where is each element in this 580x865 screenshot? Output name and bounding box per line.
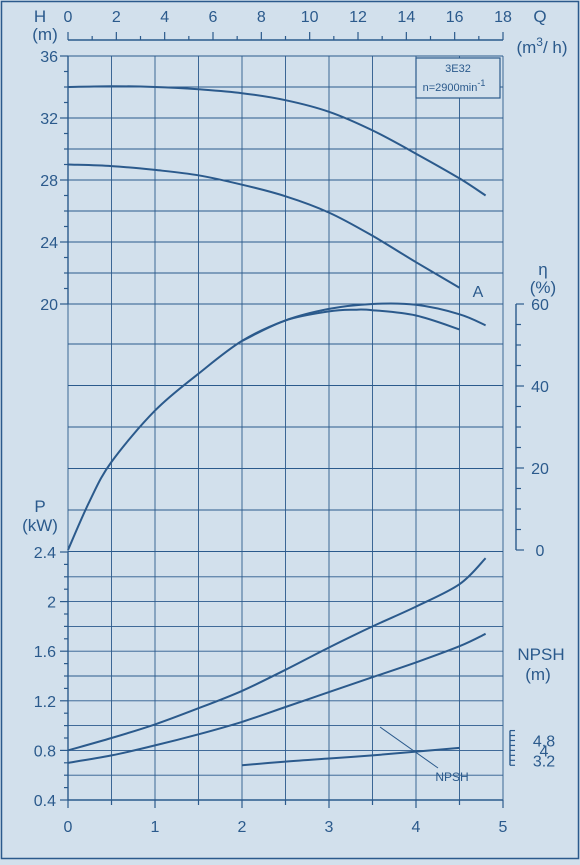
flow-axis-label: Q bbox=[533, 7, 546, 26]
npsh-leader-line bbox=[379, 726, 439, 769]
speed-label: n=2900min-1 bbox=[423, 78, 486, 94]
power-tick-label: 2 bbox=[47, 595, 56, 612]
series-head-max-curve bbox=[67, 85, 487, 197]
grid bbox=[67, 55, 504, 801]
npsh-axis-unit: (m) bbox=[525, 665, 550, 684]
flow-axis-unit: (m3/ h) bbox=[516, 35, 567, 57]
flow-tick-label: 14 bbox=[397, 9, 415, 26]
efficiency-tick-label: 40 bbox=[531, 379, 549, 396]
head-axis-unit: (m) bbox=[32, 25, 57, 44]
series-efficiency-A-curve bbox=[241, 308, 460, 342]
flow-tick-label: 18 bbox=[494, 9, 512, 26]
power-axis-unit: (kW) bbox=[22, 516, 58, 535]
bottom-tick-label: 4 bbox=[412, 819, 421, 836]
flow-tick-label: 4 bbox=[160, 9, 169, 26]
series-head-A-curve bbox=[67, 163, 461, 289]
npsh-tick-label: 3.2 bbox=[533, 753, 555, 770]
efficiency-tick-label: 20 bbox=[531, 461, 549, 478]
series-power-A-curve bbox=[67, 632, 487, 764]
head-tick-label: 20 bbox=[40, 297, 58, 314]
flow-tick-label: 8 bbox=[257, 9, 266, 26]
bottom-tick-label: 1 bbox=[151, 819, 160, 836]
bottom-tick-label: 0 bbox=[64, 819, 73, 836]
head-tick-label: 24 bbox=[40, 235, 58, 252]
flow-tick-label: 12 bbox=[349, 9, 367, 26]
npsh-curve-label: NPSH bbox=[435, 770, 468, 784]
power-tick-label: 2.4 bbox=[34, 545, 56, 562]
flow-unit-prefix: (m bbox=[516, 38, 536, 57]
series-power-max-curve bbox=[67, 557, 487, 752]
flow-unit-sup: 3 bbox=[536, 35, 543, 49]
speed-exponent: -1 bbox=[477, 78, 485, 88]
model-box bbox=[415, 57, 501, 99]
efficiency-axis-label: η bbox=[538, 260, 547, 279]
npsh-tick-label: 4 bbox=[540, 743, 549, 760]
head-tick-label: 28 bbox=[40, 173, 58, 190]
efficiency-axis-unit: (%) bbox=[530, 278, 556, 297]
curve-a-label: A bbox=[473, 284, 484, 301]
head-axis-label: H bbox=[34, 7, 46, 26]
power-tick-label: 1.6 bbox=[34, 644, 56, 661]
flow-tick-label: 2 bbox=[112, 9, 121, 26]
power-tick-label: 0.4 bbox=[34, 793, 56, 810]
flow-tick-label: 10 bbox=[301, 9, 319, 26]
speed-text: n=2900min bbox=[423, 82, 478, 94]
bottom-tick-label: 5 bbox=[499, 819, 508, 836]
npsh-axis-label: NPSH bbox=[517, 645, 564, 664]
flow-tick-label: 16 bbox=[446, 9, 464, 26]
npsh-tick-label: 4.8 bbox=[533, 733, 555, 750]
flow-tick-label: 0 bbox=[64, 9, 73, 26]
model-name: 3E32 bbox=[445, 63, 471, 75]
head-tick-label: 36 bbox=[40, 49, 58, 66]
efficiency-tick-label: 60 bbox=[531, 297, 549, 314]
power-tick-label: 0.8 bbox=[34, 743, 56, 760]
efficiency-tick-label: 0 bbox=[536, 543, 545, 560]
power-tick-label: 1.2 bbox=[34, 694, 56, 711]
bottom-tick-label: 3 bbox=[325, 819, 334, 836]
series-npsh-curve bbox=[241, 746, 460, 767]
bottom-tick-label: 2 bbox=[238, 819, 247, 836]
power-axis-label: P bbox=[34, 497, 45, 516]
flow-tick-label: 6 bbox=[209, 9, 218, 26]
axes: 0 2 4 6 8 10 12 14 16 180 1 2 3 4 520242832360.40.81.2… bbox=[34, 9, 555, 836]
curves bbox=[67, 85, 487, 767]
flow-unit-suffix: / h) bbox=[543, 38, 568, 57]
head-tick-label: 32 bbox=[40, 111, 58, 128]
